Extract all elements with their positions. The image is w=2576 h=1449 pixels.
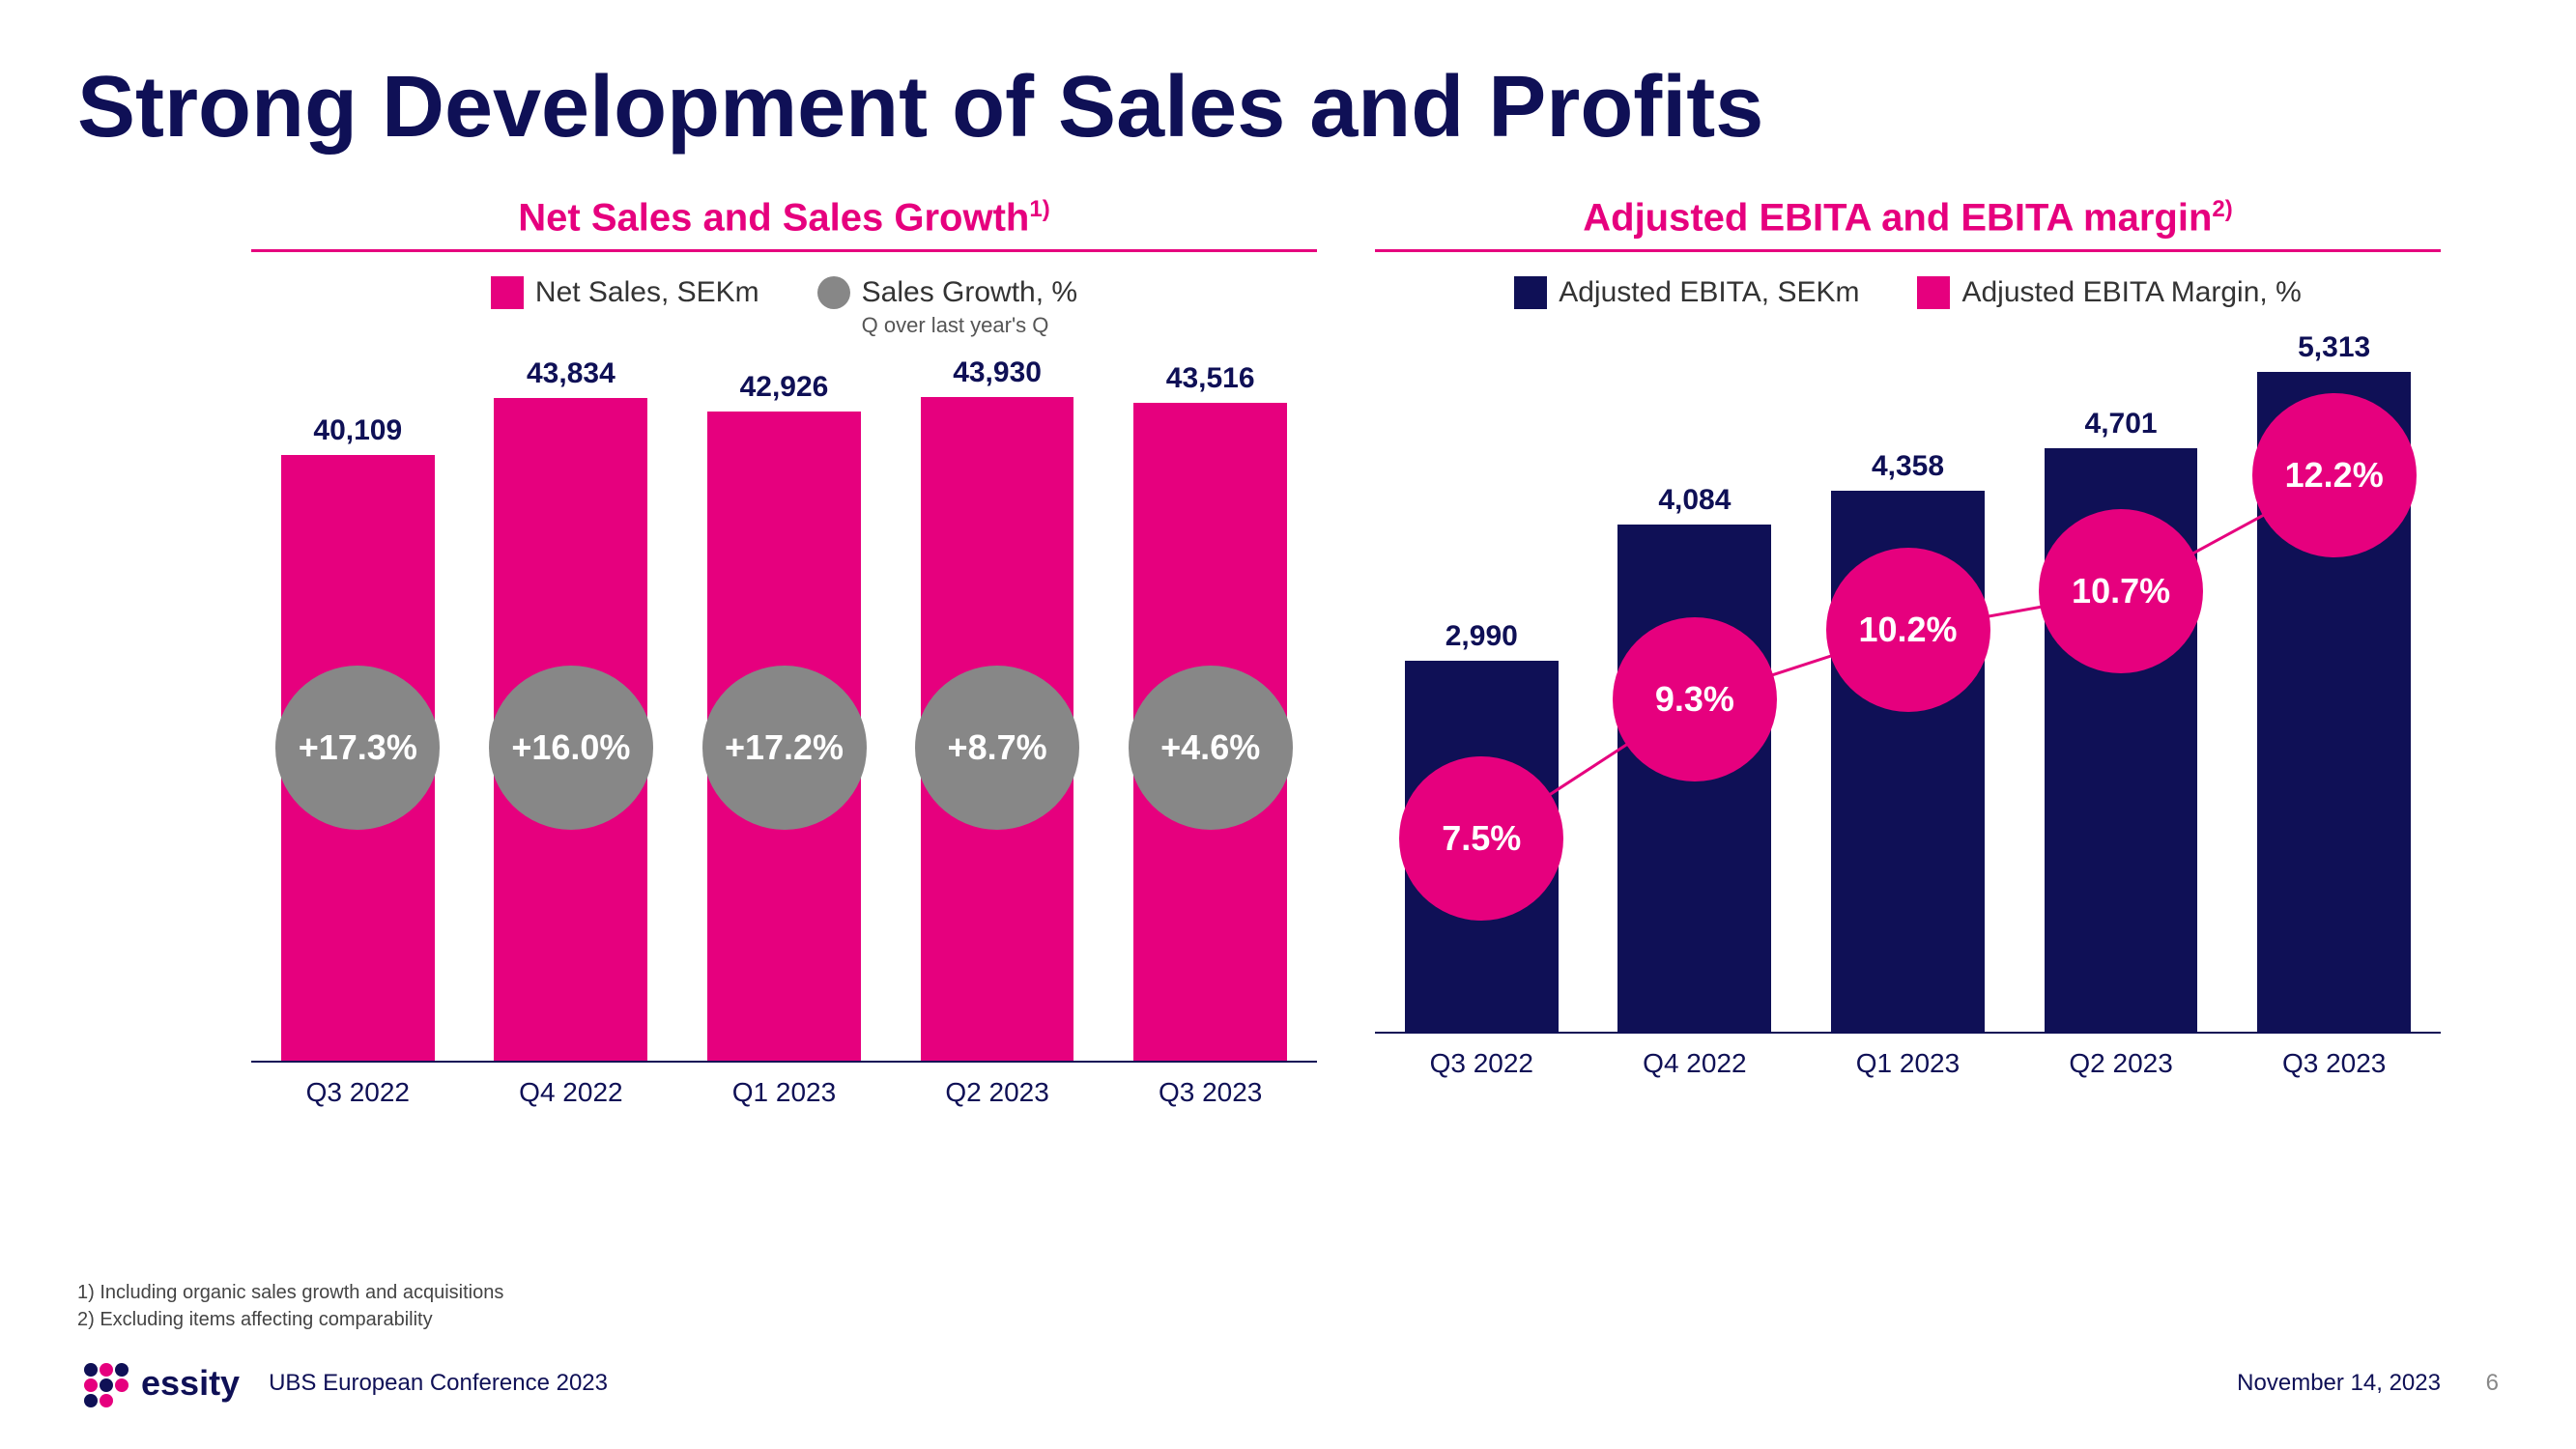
bar-value-label: 2,990 xyxy=(1445,620,1518,653)
x-axis-label: Q4 2022 xyxy=(1599,1048,1791,1079)
bar-value-label: 43,930 xyxy=(953,356,1042,389)
footer-page-number: 6 xyxy=(2486,1370,2499,1396)
essity-logo-icon xyxy=(77,1356,131,1410)
x-axis-label: Q1 2023 xyxy=(688,1077,880,1108)
growth-circle: +17.3% xyxy=(275,666,440,830)
x-axis-label: Q3 2022 xyxy=(1386,1048,1578,1079)
left-x-axis: Q3 2022 Q4 2022 Q1 2023 Q2 2023 Q3 2023 xyxy=(251,1077,1317,1108)
left-chart-title-sup: 1) xyxy=(1029,196,1049,222)
swatch-net-sales xyxy=(491,276,524,309)
bar-group: 4,701 xyxy=(2025,408,2218,1032)
margin-circle: 12.2% xyxy=(2252,393,2417,557)
right-chart-title: Adjusted EBITA and EBITA margin2) xyxy=(1375,196,2441,252)
bar-value-label: 5,313 xyxy=(2298,331,2370,364)
left-chart-title: Net Sales and Sales Growth1) xyxy=(251,196,1317,252)
footer: essity UBS European Conference 2023 Nove… xyxy=(77,1356,2499,1410)
legend-item-ebita-margin: Adjusted EBITA Margin, % xyxy=(1917,276,2301,309)
left-legend: Net Sales, SEKm Sales Growth, % Q over l… xyxy=(251,276,1317,338)
bar-group: 4,358 xyxy=(1812,450,2004,1032)
x-axis-label: Q3 2023 xyxy=(2238,1048,2430,1079)
ebita-chart: Adjusted EBITA and EBITA margin2) Adjust… xyxy=(1375,196,2441,1108)
legend-item-adj-ebita: Adjusted EBITA, SEKm xyxy=(1514,276,1859,309)
margin-circle: 7.5% xyxy=(1399,756,1563,921)
legend-label-adj-ebita: Adjusted EBITA, SEKm xyxy=(1559,276,1859,309)
legend-label-ebita-margin: Adjusted EBITA Margin, % xyxy=(1961,276,2301,309)
margin-circle: 9.3% xyxy=(1613,617,1777,781)
swatch-sales-growth xyxy=(817,276,850,309)
charts-container: Net Sales and Sales Growth1) Net Sales, … xyxy=(251,196,2441,1108)
right-chart-title-sup: 2) xyxy=(2212,196,2232,222)
growth-circle: +17.2% xyxy=(702,666,867,830)
growth-circle: +16.0% xyxy=(489,666,653,830)
legend-sub-sales-growth: Q over last year's Q xyxy=(862,313,1077,338)
margin-circle: 10.7% xyxy=(2039,509,2203,673)
footnotes: 1) Including organic sales growth and ac… xyxy=(77,1279,503,1333)
right-x-axis: Q3 2022 Q4 2022 Q1 2023 Q2 2023 Q3 2023 xyxy=(1375,1048,2441,1079)
right-plot: 2,9904,0844,3584,7015,3137.5%9.3%10.2%10… xyxy=(1375,338,2441,1034)
footnote-1: 1) Including organic sales growth and ac… xyxy=(77,1279,503,1306)
legend-label-sales-growth: Sales Growth, % xyxy=(862,276,1077,309)
swatch-ebita-margin xyxy=(1917,276,1950,309)
bar-value-label: 43,516 xyxy=(1166,362,1255,395)
essity-logo: essity xyxy=(77,1356,240,1410)
x-axis-label: Q3 2023 xyxy=(1114,1077,1306,1108)
footer-left: essity UBS European Conference 2023 xyxy=(77,1356,608,1410)
bar-value-label: 4,084 xyxy=(1658,484,1731,517)
footnote-2: 2) Excluding items affecting comparabili… xyxy=(77,1306,503,1333)
page-title: Strong Development of Sales and Profits xyxy=(77,58,2499,157)
swatch-adj-ebita xyxy=(1514,276,1547,309)
x-axis-label: Q1 2023 xyxy=(1812,1048,2004,1079)
x-axis-label: Q2 2023 xyxy=(2025,1048,2218,1079)
growth-circle: +4.6% xyxy=(1129,666,1293,830)
right-chart-title-text: Adjusted EBITA and EBITA margin xyxy=(1583,196,2212,239)
margin-circle: 10.2% xyxy=(1826,548,1990,712)
footer-date: November 14, 2023 xyxy=(2237,1370,2441,1396)
legend-item-sales-growth: Sales Growth, % Q over last year's Q xyxy=(817,276,1077,338)
x-axis-label: Q2 2023 xyxy=(902,1077,1094,1108)
legend-item-net-sales: Net Sales, SEKm xyxy=(491,276,759,309)
x-axis-label: Q4 2022 xyxy=(475,1077,668,1108)
legend-label-net-sales: Net Sales, SEKm xyxy=(535,276,759,309)
footer-right: November 14, 2023 6 xyxy=(2237,1370,2499,1397)
left-chart-title-text: Net Sales and Sales Growth xyxy=(518,196,1029,239)
right-legend: Adjusted EBITA, SEKm Adjusted EBITA Marg… xyxy=(1375,276,2441,309)
bar-value-label: 4,701 xyxy=(2085,408,2158,440)
x-axis-label: Q3 2022 xyxy=(262,1077,454,1108)
essity-logo-text: essity xyxy=(141,1363,240,1404)
bar-value-label: 43,834 xyxy=(527,357,615,390)
growth-circle: +8.7% xyxy=(915,666,1079,830)
bar-value-label: 42,926 xyxy=(740,371,829,404)
bar-value-label: 4,358 xyxy=(1872,450,1944,483)
net-sales-chart: Net Sales and Sales Growth1) Net Sales, … xyxy=(251,196,1317,1108)
bar-value-label: 40,109 xyxy=(313,414,402,447)
footer-event: UBS European Conference 2023 xyxy=(269,1370,608,1397)
left-plot: 40,10943,83442,92643,93043,516+17.3%+16.… xyxy=(251,367,1317,1063)
